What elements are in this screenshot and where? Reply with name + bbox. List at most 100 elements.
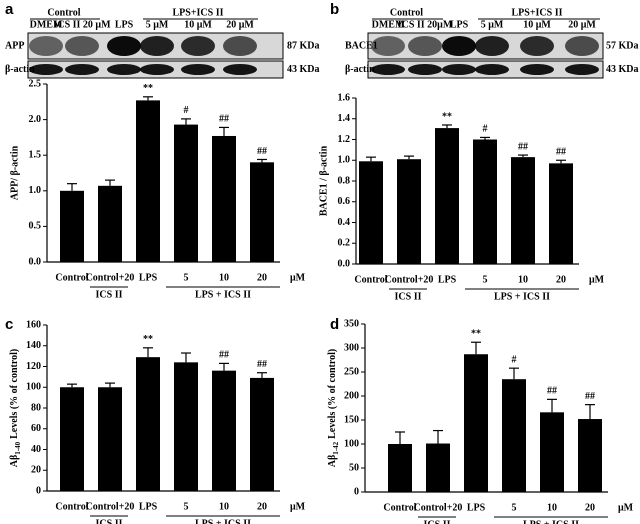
significance: #	[483, 124, 488, 135]
y-axis-label: APP/ β-actin	[9, 145, 20, 200]
blot-lane: DMEM	[372, 19, 405, 30]
x-tick-label: 10	[219, 501, 229, 512]
significance: ##	[219, 350, 229, 361]
blot-size: 43 KDa	[287, 64, 320, 75]
significance: ##	[556, 147, 566, 158]
blot-band	[408, 64, 442, 75]
bar	[136, 100, 160, 262]
x-tick-label: Control	[55, 501, 88, 512]
bar	[435, 128, 459, 264]
x-tick-label: Control	[354, 274, 387, 285]
y-axis-label: BACE1 / β-actin	[318, 145, 329, 216]
blot-row-label: BACE1	[345, 40, 378, 51]
unit-label: μM	[589, 274, 605, 285]
y-axis-label: Aβ1-40 Levels (% of control)	[9, 349, 21, 467]
x-tick-label: 20	[257, 501, 267, 512]
x-tick-label: LPS	[467, 502, 486, 513]
blot-group: LPS+ICS II	[512, 7, 563, 18]
bar	[98, 185, 122, 262]
unit-label: μM	[290, 272, 306, 283]
blot-lane: 5 μM	[146, 19, 169, 30]
blot-band	[408, 36, 442, 56]
bar	[212, 135, 236, 262]
y-tick-label: 50	[349, 462, 359, 473]
blot-lane: 10 μM	[523, 19, 551, 30]
y-tick-label: 300	[344, 342, 359, 353]
x-tick-label: 5	[184, 272, 189, 283]
blot-lane: 20 μM	[568, 19, 596, 30]
y-tick-label: 0.6	[338, 196, 351, 207]
blot-group: Control	[390, 7, 423, 18]
significance: ##	[518, 141, 528, 152]
blot-band	[223, 36, 257, 56]
y-tick-label: 350	[344, 318, 359, 329]
y-tick-label: 160	[26, 319, 41, 330]
blot-lane: DMEM	[30, 19, 63, 30]
blot-band	[442, 64, 476, 75]
blot-band	[520, 64, 554, 75]
blot-band	[29, 36, 63, 56]
x-tick-label: 10	[219, 272, 229, 283]
x-tick-label: Control+20	[86, 272, 135, 283]
blot-band	[442, 36, 476, 56]
bar	[98, 387, 122, 491]
y-tick-label: 1.5	[29, 149, 42, 160]
bar	[174, 362, 198, 491]
y-tick-label: 1.0	[29, 185, 42, 196]
blot-band	[223, 64, 257, 75]
bar	[60, 387, 84, 491]
x-tick-label: Control+20	[385, 274, 434, 285]
blot-band	[181, 64, 215, 75]
bar	[250, 162, 274, 262]
y-tick-label: 1.2	[338, 134, 351, 145]
x-tick-label: LPS	[139, 272, 158, 283]
x-tick-label: 5	[512, 502, 517, 513]
y-label-sub: 1-40	[14, 441, 22, 454]
bar	[549, 163, 573, 264]
x-tick-label: 20	[585, 502, 595, 513]
blot-band	[65, 64, 99, 75]
significance: #	[512, 354, 517, 365]
blot-lane: LPS	[450, 19, 469, 30]
y-tick-label: 2.5	[29, 78, 42, 89]
group-label: LPS + ICS II	[494, 291, 550, 302]
bar	[426, 443, 450, 492]
y-label-main: Aβ	[327, 455, 338, 468]
y-tick-label: 0	[354, 486, 359, 497]
blot-band	[565, 64, 599, 75]
y-tick-label: 20	[31, 465, 41, 476]
blot-lane: 20 μM	[226, 19, 254, 30]
bar	[388, 444, 412, 492]
blot-row-label: β-actin	[5, 64, 35, 75]
y-tick-label: 60	[31, 423, 41, 434]
y-tick-label: 150	[344, 414, 359, 425]
blot-size: 43 KDa	[606, 64, 639, 75]
y-tick-label: 40	[31, 444, 41, 455]
bar	[540, 412, 564, 492]
blot-band	[140, 36, 174, 56]
blot-band	[181, 36, 215, 56]
blot-band	[475, 36, 509, 56]
blot-row-label: APP	[5, 40, 24, 51]
y-tick-label: 140	[26, 340, 41, 351]
y-tick-label: 0.0	[338, 258, 351, 269]
group-label: LPS + ICS II	[523, 519, 579, 524]
significance: ##	[257, 146, 267, 157]
y-axis-label: Aβ1-42 Levels (% of control)	[327, 349, 339, 467]
x-tick-label: 10	[547, 502, 557, 513]
blot-group: LPS+ICS II	[173, 7, 224, 18]
bar	[473, 139, 497, 264]
significance: #	[184, 105, 189, 116]
bar	[250, 377, 274, 491]
y-tick-label: 80	[31, 402, 41, 413]
blot-band	[107, 36, 141, 56]
blot-lane: 10 μM	[184, 19, 212, 30]
bar	[136, 357, 160, 491]
y-tick-label: 120	[26, 361, 41, 372]
y-label-main: Aβ	[9, 455, 20, 468]
x-tick-label: LPS	[139, 501, 158, 512]
bar	[397, 159, 421, 264]
blot-band	[520, 36, 554, 56]
y-tick-label: 0.2	[338, 238, 351, 249]
